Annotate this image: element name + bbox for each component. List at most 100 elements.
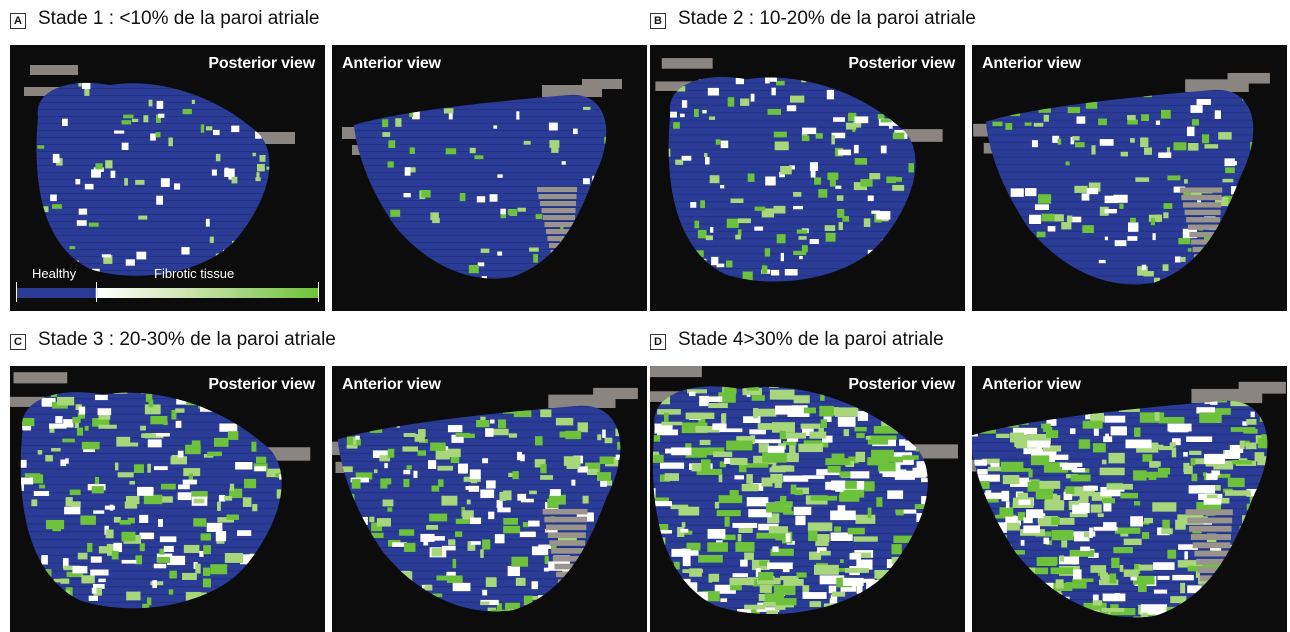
fibrosis-patch	[508, 433, 518, 438]
fibrosis-patch	[463, 476, 481, 482]
fibrosis-patch	[1132, 619, 1151, 624]
fibrosis-patch	[652, 488, 656, 498]
fibrosis-patch	[418, 268, 427, 276]
fibrosis-patch	[856, 559, 873, 570]
fibrosis-patch	[93, 587, 102, 596]
fibrosis-patch	[52, 204, 62, 209]
fibrosis-patch	[718, 392, 736, 403]
fibrosis-patch	[224, 495, 233, 501]
fibrosis-patch	[1090, 504, 1102, 513]
fibrosis-patch	[1154, 412, 1160, 421]
fibrosis-patch	[827, 172, 839, 180]
fibrosis-patch	[773, 131, 787, 138]
fibrosis-patch	[517, 493, 527, 501]
fibrosis-patch	[780, 495, 787, 506]
appendage-hatching	[552, 555, 585, 562]
fibrosis-patch	[1189, 450, 1202, 455]
fibrosis-patch	[694, 250, 704, 258]
fibrosis-patch	[431, 548, 443, 557]
fibrosis-patch	[1223, 195, 1236, 204]
fibrosis-patch	[1080, 609, 1100, 616]
fibrosis-patch	[138, 215, 148, 220]
fibrosis-patch	[1166, 147, 1171, 153]
stage-b-header: B Stade 2 : 10-20% de la paroi atriale	[650, 5, 976, 33]
legend-tick-start	[16, 282, 17, 302]
fibrosis-patch	[470, 517, 482, 525]
fibrosis-patch	[480, 549, 484, 558]
fibrosis-patch	[372, 586, 384, 592]
stage-a-posterior-label: Posterior view	[208, 55, 315, 72]
stage-b-letter: B	[650, 13, 666, 29]
fibrosis-patch	[1061, 222, 1072, 230]
fibrosis-patch	[993, 214, 1008, 221]
fibrosis-patch	[921, 590, 928, 598]
fibrosis-patch	[1005, 123, 1013, 130]
fibrosis-patch	[1039, 480, 1061, 489]
fibrosis-patch	[175, 408, 185, 413]
fibrosis-patch	[654, 524, 669, 534]
fibrosis-patch	[819, 575, 845, 585]
fibrosis-patch	[71, 501, 81, 508]
fibrosis-patch	[160, 609, 169, 615]
fibrosis-patch	[609, 243, 613, 248]
fibrosis-patch	[973, 526, 989, 536]
fibrosis-patch	[939, 600, 950, 609]
fibrosis-patch	[155, 132, 161, 138]
fibrosis-patch	[523, 595, 533, 606]
fibrosis-patch	[724, 516, 730, 527]
fibrosis-patch	[873, 617, 886, 623]
fibrosis-patch	[276, 489, 282, 499]
fibrosis-patch	[810, 610, 833, 615]
stage-a-letter: A	[10, 13, 26, 29]
fibrosis-patch	[726, 440, 753, 451]
stage-d-posterior-label: Posterior view	[848, 376, 955, 393]
fibrosis-patch	[162, 392, 181, 395]
fibrosis-patch	[1241, 588, 1263, 599]
fibrosis-patch	[352, 415, 367, 426]
fibrosis-patch	[674, 226, 678, 236]
fibrosis-patch	[569, 386, 585, 390]
fibrosis-patch	[523, 140, 531, 145]
fibrosis-patch	[448, 539, 456, 546]
fibrosis-patch	[1062, 268, 1071, 275]
fibrosis-patch	[387, 161, 394, 168]
fibrosis-patch	[834, 77, 845, 80]
fibrosis-patch	[1141, 471, 1168, 478]
fibrosis-patch	[664, 412, 669, 423]
fibrosis-patch	[936, 273, 943, 277]
fibrosis-patch	[1034, 204, 1050, 210]
fibrosis-patch	[1186, 126, 1195, 137]
fibrosis-patch	[599, 456, 614, 465]
stage-a-title: Stade 1 : <10% de la paroi atriale	[38, 8, 320, 29]
fibrosis-patch	[1033, 598, 1056, 605]
fibrosis-patch	[989, 197, 996, 205]
fibrosis-patch	[1203, 498, 1222, 505]
fibrosis-patch	[177, 450, 184, 458]
fibrosis-patch	[583, 237, 590, 243]
fibrosis-patch	[770, 473, 783, 484]
fibrosis-patch	[1266, 620, 1287, 629]
fibrosis-patch	[45, 519, 65, 530]
fibrosis-patch	[32, 592, 48, 596]
fibrosis-patch	[859, 593, 870, 599]
fibrosis-patch	[807, 522, 833, 532]
fibrosis-patch	[775, 606, 786, 610]
fibrosis-patch	[855, 514, 876, 524]
fibrosis-patch	[991, 407, 996, 416]
fibrosis-patch	[1038, 449, 1057, 455]
fibrosis-patch	[801, 132, 808, 138]
fibrosis-patch	[689, 601, 705, 612]
fibrosis-patch	[1146, 288, 1154, 293]
fibrosis-patch	[114, 462, 119, 471]
fibrosis-patch	[668, 229, 670, 236]
fibrosis-patch	[664, 473, 679, 481]
fibrosis-patch	[1020, 599, 1038, 605]
fibrosis-patch	[1056, 92, 1064, 102]
fibrosis-patch	[1239, 440, 1245, 449]
fibrosis-patch	[1018, 415, 1029, 425]
fibrosis-patch	[390, 209, 401, 217]
fibrosis-patch	[835, 283, 846, 292]
fibrosis-patch	[337, 543, 350, 552]
pulmonary-vein	[30, 65, 78, 75]
fibrosis-patch	[178, 484, 190, 490]
